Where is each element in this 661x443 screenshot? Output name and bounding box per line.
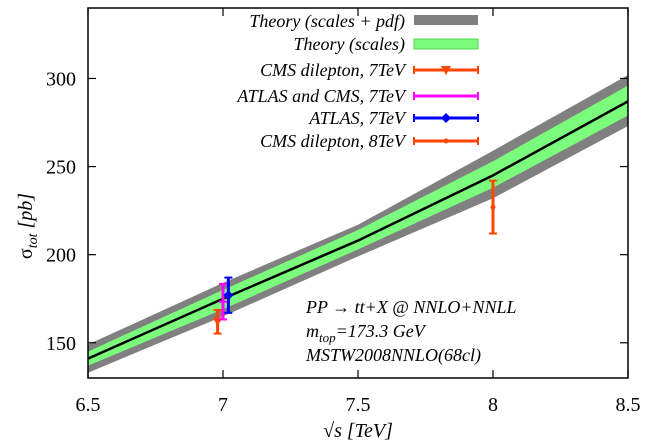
annotation-line-2-suffix: =173.3 GeV bbox=[336, 321, 427, 341]
y-tick-label-1: 200 bbox=[46, 245, 76, 267]
legend-label-5: CMS dilepton, 8TeV bbox=[260, 131, 407, 151]
y-tick-label-0: 150 bbox=[46, 333, 76, 355]
marker-cms-dilepton-8tev bbox=[490, 204, 496, 210]
legend-label-1: Theory (scales) bbox=[294, 34, 405, 55]
legend-sample-band-pdf bbox=[414, 15, 478, 25]
theory-central-line bbox=[88, 100, 628, 360]
x-axis-label: √s [TeV] bbox=[323, 420, 393, 442]
legend-label-0: Theory (scales + pdf) bbox=[249, 11, 405, 32]
legend-label-3: ATLAS and CMS, 7TeV bbox=[236, 86, 407, 106]
y-axis-label-suffix: [pb] bbox=[15, 193, 37, 234]
ticks: 6.5 7 7.5 8 8.5 150 200 250 300 bbox=[46, 8, 641, 416]
legend-label-2: CMS dilepton, 7TeV bbox=[260, 60, 407, 80]
legend-sample-atlas-7-marker bbox=[441, 113, 451, 123]
y-axis-label-prefix: σ bbox=[15, 248, 37, 259]
marker-atlas-7tev bbox=[223, 290, 234, 301]
legend-label-4: ATLAS, 7TeV bbox=[308, 108, 407, 128]
y-tick-label-2: 250 bbox=[46, 157, 76, 179]
legend: Theory (scales + pdf)Theory (scales) CMS … bbox=[236, 11, 479, 151]
annotation-line-2: mtop=173.3 GeV bbox=[306, 321, 427, 345]
y-axis-label: σtot [pb] bbox=[15, 193, 41, 259]
plot-area bbox=[88, 74, 628, 373]
annotation-line-2-prefix: m bbox=[306, 321, 319, 341]
x-tick-label-0: 6.5 bbox=[76, 394, 101, 416]
legend-sample-cms-7-marker bbox=[441, 66, 451, 75]
y-axis-label-subscript: tot bbox=[26, 232, 41, 248]
annotation-line-1: PP → tt+X @ NNLO+NNLL bbox=[305, 297, 517, 317]
y-tick-label-3: 300 bbox=[46, 68, 76, 90]
x-tick-label-1: 7 bbox=[218, 394, 228, 416]
annotation-line-3: MSTW2008NNLO(68cl) bbox=[305, 345, 481, 366]
x-tick-label-4: 8.5 bbox=[616, 394, 641, 416]
x-tick-label-2: 7.5 bbox=[346, 394, 371, 416]
x-tick-label-3: 8 bbox=[488, 394, 498, 416]
legend-sample-cms-8-marker bbox=[443, 138, 449, 144]
annotation-line-2-sub: top bbox=[319, 330, 336, 345]
legend-sample-band-scales bbox=[413, 38, 479, 50]
